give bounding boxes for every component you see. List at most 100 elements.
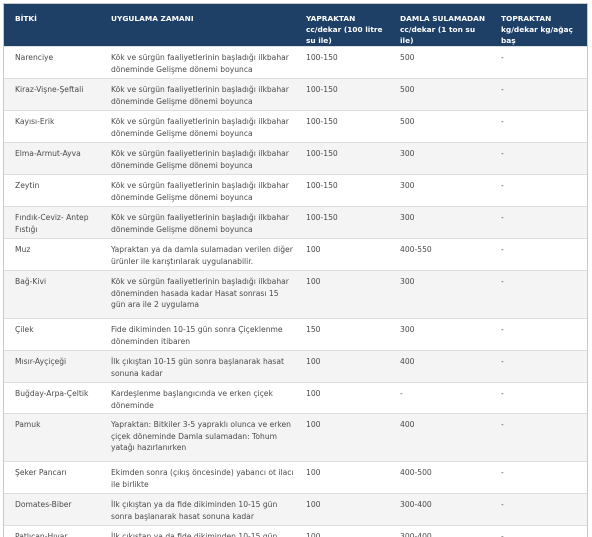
application-time-cell: Ekimden sonra (çıkış öncesinde) yabancı … [105,461,298,494]
table-row: Patlıcan-Hıyar İlk çıkıştan ya da fide di… [4,525,587,537]
foliar-dose-cell: 100 [298,270,389,319]
table-row: Buğday-Arpa-Çeltik Kardeşlenme başlangıcı… [4,382,587,414]
soil-dose-cell: - [490,270,587,319]
foliar-dose-cell: 100 [298,525,389,537]
drip-dose-cell: 500 [389,46,490,79]
foliar-dose-cell: 100-150 [298,110,389,143]
application-time-cell: Kök ve sürgün faaliyetlerinin başladığı … [105,78,298,111]
drip-dose-cell: - [389,382,490,414]
foliar-dose-cell: 100-150 [298,206,389,239]
header-soil: TOPRAKTAN kg/dekar kg/ağaç baş [490,4,587,47]
plant-cell: Şeker Pancarı [4,461,105,494]
foliar-dose-cell: 150 [298,318,389,351]
foliar-dose-cell: 100-150 [298,78,389,111]
foliar-dose-cell: 100-150 [298,46,389,79]
application-time-cell: İlk çıkıştan ya da fide dikiminden 10-15… [105,493,298,526]
table-row: Mısır-Ayçiçeği İlk çıkıştan 10-15 gün son… [4,350,587,383]
header-row: BİTKİ UYGULAMA ZAMANI YAPRAKTAN cc/dekar… [4,4,587,47]
table-row: Muz Yapraktan ya da damla sulamadan veril… [4,238,587,271]
drip-dose-cell: 500 [389,78,490,111]
header-drip: DAMLA SULAMADAN cc/dekar (1 ton su ile) [389,4,490,47]
foliar-dose-cell: 100 [298,493,389,526]
table-row: Zeytin Kök ve sürgün faaliyetlerinin başl… [4,174,587,207]
drip-dose-cell: 400 [389,413,490,462]
foliar-dose-cell: 100 [298,350,389,383]
application-time-cell: İlk çıkıştan 10-15 gün sonra başlanarak … [105,350,298,383]
foliar-dose-cell: 100-150 [298,174,389,207]
plant-cell: Kayısı-Erik [4,110,105,143]
plant-cell: Patlıcan-Hıyar [4,525,105,537]
soil-dose-cell: - [490,461,587,494]
header-application-time: UYGULAMA ZAMANI [105,4,298,47]
application-time-cell: Kök ve sürgün faaliyetlerinin başladığı … [105,270,298,319]
table-row: Elma-Armut-Ayva Kök ve sürgün faaliyetler… [4,142,587,175]
plant-cell: Çilek [4,318,105,351]
application-time-cell: Kök ve sürgün faaliyetlerinin başladığı … [105,174,298,207]
soil-dose-cell: - [490,110,587,143]
soil-dose-cell: - [490,382,587,414]
soil-dose-cell: - [490,78,587,111]
table-header: BİTKİ UYGULAMA ZAMANI YAPRAKTAN cc/dekar… [4,4,587,47]
table-row: Domates-Biber İlk çıkıştan ya da fide dik… [4,493,587,526]
plant-cell: Muz [4,238,105,271]
table-row: Bağ-Kivi Kök ve sürgün faaliyetlerinin ba… [4,270,587,319]
table-row: Narenciye Kök ve sürgün faaliyetlerinin b… [4,46,587,79]
plant-cell: Buğday-Arpa-Çeltik [4,382,105,414]
header-foliar: YAPRAKTAN cc/dekar (100 litre su ile) [298,4,389,47]
foliar-dose-cell: 100-150 [298,142,389,175]
soil-dose-cell: - [490,238,587,271]
application-table-container: BİTKİ UYGULAMA ZAMANI YAPRAKTAN cc/dekar… [3,3,588,537]
plant-cell: Narenciye [4,46,105,79]
plant-cell: Bağ-Kivi [4,270,105,319]
plant-cell: Mısır-Ayçiçeği [4,350,105,383]
drip-dose-cell: 400-500 [389,461,490,494]
application-time-cell: Kök ve sürgün faaliyetlerinin başladığı … [105,206,298,239]
plant-cell: Kiraz-Vişne-Şeftali [4,78,105,111]
soil-dose-cell: - [490,525,587,537]
application-time-cell: Yapraktan ya da damla sulamadan verilen … [105,238,298,271]
table-row: Kayısı-Erik Kök ve sürgün faaliyetlerinin… [4,110,587,143]
soil-dose-cell: - [490,318,587,351]
drip-dose-cell: 300 [389,142,490,175]
plant-cell: Zeytin [4,174,105,207]
application-time-cell: Kök ve sürgün faaliyetlerinin başladığı … [105,110,298,143]
plant-cell: Domates-Biber [4,493,105,526]
table-body: Narenciye Kök ve sürgün faaliyetlerinin b… [4,46,587,537]
drip-dose-cell: 300 [389,174,490,207]
foliar-dose-cell: 100 [298,461,389,494]
drip-dose-cell: 400 [389,350,490,383]
table-row: Fındık-Ceviz- Antep Fıstığı Kök ve sürgün… [4,206,587,239]
application-table: BİTKİ UYGULAMA ZAMANI YAPRAKTAN cc/dekar… [4,4,587,537]
drip-dose-cell: 400-550 [389,238,490,271]
drip-dose-cell: 300-400 [389,493,490,526]
drip-dose-cell: 300 [389,206,490,239]
application-time-cell: Kök ve sürgün faaliyetlerinin başladığı … [105,46,298,79]
drip-dose-cell: 500 [389,110,490,143]
drip-dose-cell: 300 [389,318,490,351]
table-row: Şeker Pancarı Ekimden sonra (çıkış öncesi… [4,461,587,494]
plant-cell: Pamuk [4,413,105,462]
soil-dose-cell: - [490,174,587,207]
soil-dose-cell: - [490,413,587,462]
application-time-cell: İlk çıkıştan ya da fide dikiminden 10-15… [105,525,298,537]
application-time-cell: Kardeşlenme başlangıcında ve erken çiçek… [105,382,298,414]
plant-cell: Elma-Armut-Ayva [4,142,105,175]
table-row: Pamuk Yapraktan: Bitkiler 3-5 yapraklı ol… [4,413,587,462]
application-time-cell: Kök ve sürgün faaliyetlerinin başladığı … [105,142,298,175]
soil-dose-cell: - [490,493,587,526]
foliar-dose-cell: 100 [298,413,389,462]
foliar-dose-cell: 100 [298,382,389,414]
application-time-cell: Fide dikiminden 10-15 gün sonra Çiçeklen… [105,318,298,351]
header-plant: BİTKİ [4,4,105,47]
soil-dose-cell: - [490,350,587,383]
soil-dose-cell: - [490,142,587,175]
application-time-cell: Yapraktan: Bitkiler 3-5 yapraklı olunca … [105,413,298,462]
table-row: Kiraz-Vişne-Şeftali Kök ve sürgün faaliye… [4,78,587,111]
drip-dose-cell: 300 [389,270,490,319]
soil-dose-cell: - [490,206,587,239]
drip-dose-cell: 300-400 [389,525,490,537]
foliar-dose-cell: 100 [298,238,389,271]
plant-cell: Fındık-Ceviz- Antep Fıstığı [4,206,105,239]
soil-dose-cell: - [490,46,587,79]
table-row: Çilek Fide dikiminden 10-15 gün sonra Çiç… [4,318,587,351]
